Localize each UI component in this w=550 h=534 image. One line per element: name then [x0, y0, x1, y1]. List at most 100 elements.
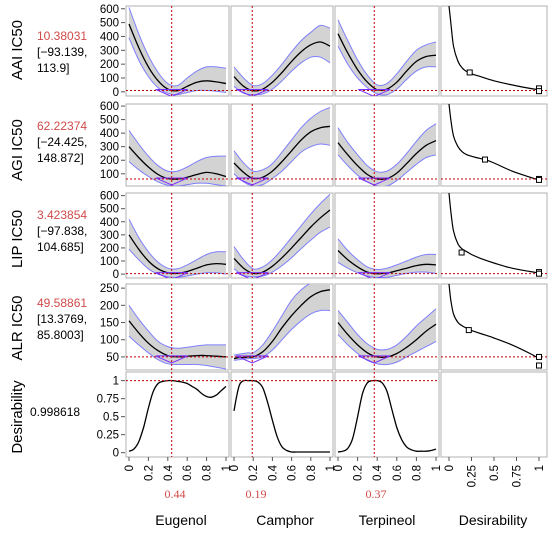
- row-title-lip: LIP IC50: [9, 210, 26, 268]
- panel-layer: [126, 372, 229, 457]
- y-tick-label: 0: [113, 269, 119, 281]
- desirability-function: [448, 104, 540, 181]
- ci-marker: [358, 355, 391, 364]
- band-lower-edge: [337, 45, 437, 96]
- y-tick-label: 0: [113, 448, 119, 460]
- y-tick-label: 400: [100, 217, 119, 229]
- panel-layer: [335, 104, 439, 186]
- ci-text-agi-1: [−24.425,: [37, 135, 87, 149]
- panel-layer: [335, 6, 439, 96]
- x-tick-label: 0: [124, 465, 136, 471]
- y-tick-label: 50: [106, 352, 119, 364]
- x-tick-label: 0.2: [143, 465, 155, 481]
- panel-frame: [440, 192, 548, 279]
- confidence-band: [129, 130, 226, 186]
- band-lower-edge: [128, 37, 227, 96]
- band-lower-edge: [233, 143, 331, 186]
- x-tick-label: 1: [431, 465, 443, 471]
- confidence-band: [338, 308, 436, 365]
- desirability-end-marker: [536, 362, 542, 369]
- desirability-end-marker: [536, 353, 542, 360]
- profile-curve: [233, 41, 331, 92]
- y-tick-label: 300: [100, 230, 119, 242]
- row-title-agi: AGI IC50: [9, 119, 26, 181]
- band-upper-edge: [128, 218, 227, 270]
- y-tick-label: 200: [100, 59, 119, 71]
- ci-marker: [155, 355, 188, 364]
- x-tick-label: 0.2: [353, 465, 365, 481]
- ci-marker: [236, 272, 269, 278]
- band-lower-edge: [128, 335, 227, 370]
- panel-layer: [231, 372, 333, 457]
- panel-frame: [440, 283, 548, 371]
- y-tick-label: 500: [100, 115, 119, 127]
- desirability-marker: [466, 69, 473, 76]
- desirability-marker: [458, 249, 465, 256]
- y-tick-label: 600: [100, 101, 119, 113]
- ci-marker: [236, 88, 269, 96]
- y-tick-label: 0.75: [97, 394, 119, 406]
- confidence-band: [338, 238, 436, 278]
- panel-frame: [230, 371, 334, 458]
- x-tick-label: 0.6: [182, 465, 194, 481]
- row-title-alr: ALR IC50: [9, 295, 26, 360]
- y-tick-label: 400: [100, 128, 119, 140]
- current-value-eugenol: 0.44: [165, 487, 186, 501]
- panel-layer: [231, 193, 333, 278]
- panel-layer: [441, 6, 547, 95]
- profile-curve: [128, 234, 227, 275]
- y-tick-label: 400: [100, 31, 119, 43]
- y-tick-label: 100: [100, 73, 119, 85]
- ci-marker: [236, 355, 269, 364]
- band-upper-edge: [337, 123, 437, 173]
- ci-marker: [236, 177, 269, 186]
- x-tick-label: 0.75: [512, 465, 524, 487]
- y-tick-label: 100: [100, 335, 119, 347]
- band-lower-edge: [233, 56, 331, 96]
- ci-text-agi-2: 148.872]: [37, 151, 84, 165]
- panel-layer: [335, 372, 439, 457]
- profile-curve: [128, 379, 227, 452]
- ci-text-lip-2: 104.685]: [37, 240, 84, 254]
- y-tick-label: 100: [100, 169, 119, 181]
- band-upper-edge: [128, 7, 227, 87]
- panel-layer: [441, 104, 547, 183]
- ci-marker: [155, 272, 188, 278]
- panel-layer: [126, 104, 229, 186]
- ci-marker: [358, 88, 391, 96]
- y-tick-label: 150: [100, 318, 119, 330]
- band-upper-edge: [128, 130, 227, 173]
- current-value-terpineol: 0.37: [366, 487, 387, 501]
- band-upper-edge: [233, 106, 331, 173]
- desirability-function: [448, 193, 540, 274]
- y-tick-label: 300: [100, 142, 119, 154]
- profile-curve: [337, 379, 437, 453]
- band-lower-edge: [337, 334, 437, 366]
- y-tick-label: 0: [113, 87, 119, 99]
- panel-layer: [231, 6, 333, 96]
- x-tick-label: 0.6: [287, 465, 299, 481]
- factor-name-terpineol: Terpineol: [359, 512, 416, 528]
- desirability-end-marker: [536, 270, 542, 277]
- ci-marker: [358, 177, 391, 186]
- x-tick-label: 0.8: [306, 465, 318, 481]
- confidence-band: [129, 305, 226, 369]
- y-tick-label: 200: [100, 155, 119, 167]
- profile-curve: [128, 320, 227, 358]
- confidence-band: [234, 25, 330, 95]
- y-tick-label: 200: [100, 300, 119, 312]
- panel-frame: [440, 371, 548, 458]
- profiler-grid: 0100200300400500600100200300400500600010…: [97, 4, 548, 487]
- x-tick-label: 0.25: [467, 465, 479, 487]
- x-tick-label: 0.5: [489, 465, 501, 481]
- x-tick-label: 1: [221, 465, 233, 471]
- x-tick-label: 0.2: [248, 465, 260, 481]
- current-value-camphor: 0.19: [246, 487, 267, 501]
- profile-curve: [128, 23, 227, 92]
- band-lower-edge: [337, 261, 437, 278]
- row-title-aai: AAI IC50: [9, 20, 26, 80]
- band-upper-edge: [233, 24, 331, 87]
- band-lower-edge: [337, 154, 437, 186]
- desirability-marker: [482, 156, 488, 163]
- desirability-end-marker: [536, 88, 542, 95]
